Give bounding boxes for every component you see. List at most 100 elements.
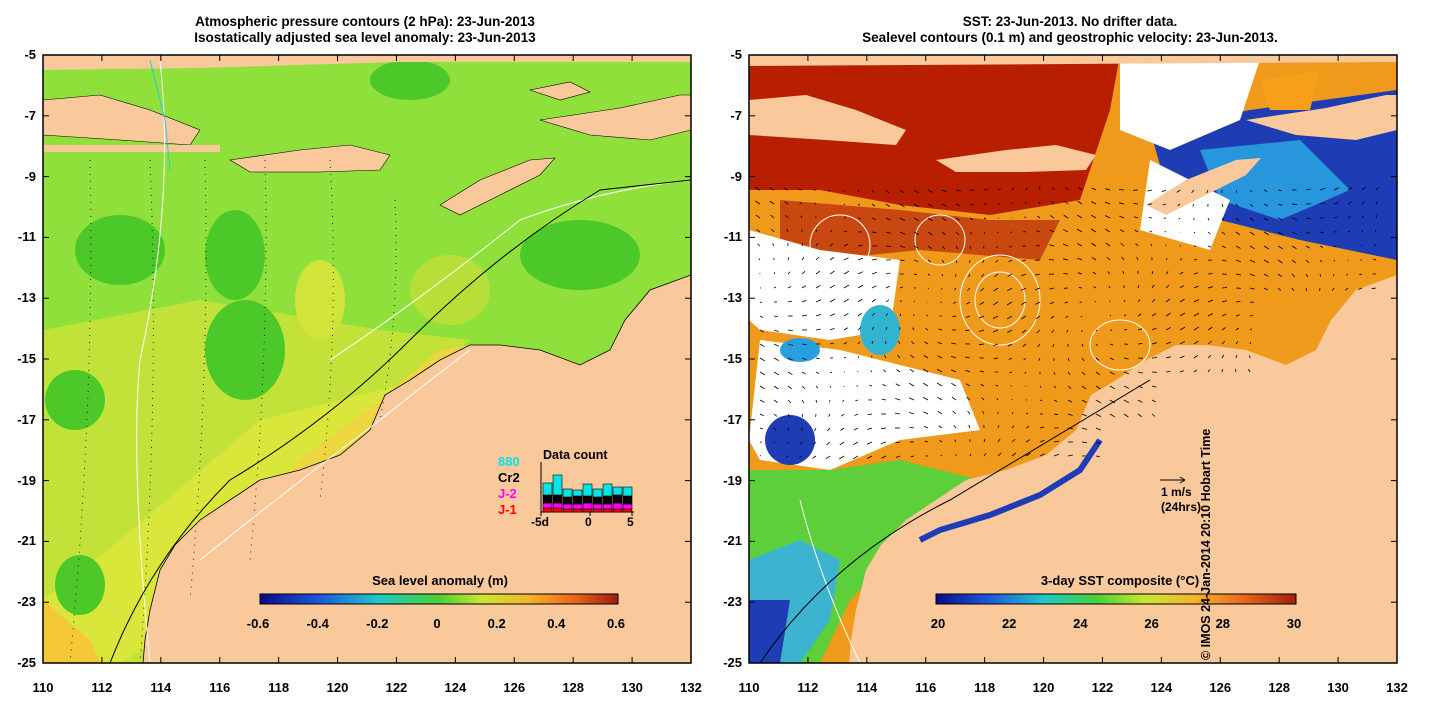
velocity-arrow <box>955 203 961 207</box>
velocity-arrow <box>1123 413 1129 418</box>
velocity-arrow <box>1249 231 1255 236</box>
velocity-arrow <box>1235 314 1240 317</box>
velocity-arrow <box>1025 187 1028 191</box>
velocity-arrow <box>1091 257 1097 261</box>
velocity-arrow <box>1007 273 1013 277</box>
velocity-arrow <box>1291 245 1297 249</box>
data-count-bar-segment <box>562 503 573 510</box>
velocity-arrow <box>1133 203 1139 205</box>
velocity-arrow <box>922 382 929 387</box>
velocity-arrow <box>1333 245 1336 248</box>
velocity-arrow <box>1081 385 1087 390</box>
velocity-arrow <box>955 217 960 221</box>
velocity-arrow <box>926 314 929 317</box>
left-x-tick: 122 <box>385 680 408 695</box>
velocity-arrow <box>1039 426 1045 429</box>
velocity-arrow <box>1191 189 1195 194</box>
velocity-arrow <box>1249 203 1254 207</box>
velocity-arrow <box>1091 242 1097 247</box>
velocity-arrow <box>1164 231 1167 233</box>
velocity-arrow <box>1039 439 1045 443</box>
velocity-arrow <box>969 217 974 221</box>
velocity-arrow <box>1263 203 1269 207</box>
velocity-arrow <box>829 371 833 374</box>
velocity-arrow <box>967 410 971 415</box>
sla-eddy-7 <box>370 60 450 100</box>
velocity-arrow <box>1319 187 1326 191</box>
velocity-arrow <box>1291 287 1295 292</box>
velocity-arrow <box>871 258 878 261</box>
velocity-arrow <box>772 243 775 247</box>
velocity-arrow <box>829 385 832 388</box>
data-count-bar-segment <box>542 502 553 509</box>
velocity-arrow <box>771 228 775 233</box>
velocity-arrow <box>1009 371 1013 374</box>
velocity-arrow <box>801 242 804 247</box>
velocity-arrow <box>843 203 846 206</box>
velocity-arrow <box>786 228 789 233</box>
velocity-arrow <box>829 284 836 289</box>
velocity-arrow <box>754 186 761 191</box>
left-x-tick: 116 <box>209 680 231 695</box>
velocity-arrow <box>927 217 934 222</box>
velocity-arrow <box>801 314 807 317</box>
velocity-arrow <box>913 259 918 262</box>
velocity-arrow <box>966 301 971 305</box>
sst-colorbar-title: 3-day SST composite (°C) <box>1040 573 1200 588</box>
velocity-arrow <box>1277 259 1283 264</box>
velocity-arrow <box>1064 301 1069 304</box>
velocity-arrow <box>923 411 929 415</box>
velocity-arrow <box>1122 270 1125 275</box>
velocity-arrow <box>1150 243 1153 247</box>
velocity-arrow <box>981 273 985 278</box>
velocity-arrow <box>1207 217 1210 221</box>
velocity-arrow <box>1249 341 1252 345</box>
velocity-arrow <box>923 354 929 359</box>
velocity-arrow <box>923 368 929 373</box>
velocity-arrow <box>899 231 906 235</box>
data-count-bar-segment <box>542 507 553 513</box>
velocity-arrow <box>1221 259 1227 262</box>
velocity-arrow <box>1035 245 1041 247</box>
velocity-arrow <box>1123 357 1129 360</box>
left-y-tick: -9 <box>24 168 36 184</box>
velocity-arrow <box>996 398 999 401</box>
velocity-arrow <box>885 189 890 194</box>
velocity-arrow <box>881 455 887 459</box>
velocity-arrow <box>1109 315 1112 317</box>
cyan-contour <box>149 59 171 171</box>
velocity-arrow <box>993 287 999 292</box>
velocity-arrow <box>1221 287 1228 289</box>
velocity-arrow <box>800 215 803 219</box>
velocity-arrow <box>871 312 876 317</box>
data-count-bar-segment <box>602 483 613 497</box>
velocity-arrow <box>1123 314 1127 317</box>
velocity-arrow <box>927 231 933 236</box>
velocity-arrow <box>955 245 959 250</box>
velocity-arrow <box>1305 217 1311 220</box>
velocity-arrow <box>1151 357 1158 359</box>
velocity-arrow <box>1221 231 1226 235</box>
velocity-arrow <box>1305 273 1309 278</box>
velocity-arrow <box>1235 327 1240 331</box>
island-flores-right <box>936 145 1096 172</box>
velocity-arrow <box>1137 328 1143 331</box>
right-y-tick: -13 <box>723 290 742 306</box>
right-x-tick: 132 <box>1386 680 1408 695</box>
velocity-arrow <box>1036 329 1041 334</box>
velocity-arrow <box>997 452 1002 457</box>
velocity-arrow <box>829 270 835 275</box>
velocity-arrow <box>1095 427 1101 431</box>
velocity-arrow <box>1023 231 1027 233</box>
sla-colorbar-tick: -0.6 <box>246 616 270 631</box>
data-count-bar-segment <box>582 502 593 510</box>
sla-colorbar-tick: 0.4 <box>547 616 566 631</box>
velocity-arrow <box>855 399 859 402</box>
velocity-arrow <box>884 355 887 359</box>
velocity-arrow <box>1067 357 1070 362</box>
velocity-arrow <box>1319 202 1325 205</box>
data-count-bar-segment <box>572 495 583 505</box>
right-y-tick: -23 <box>723 594 742 610</box>
left-y-tick: -25 <box>17 655 36 670</box>
velocity-arrow <box>1039 453 1046 457</box>
